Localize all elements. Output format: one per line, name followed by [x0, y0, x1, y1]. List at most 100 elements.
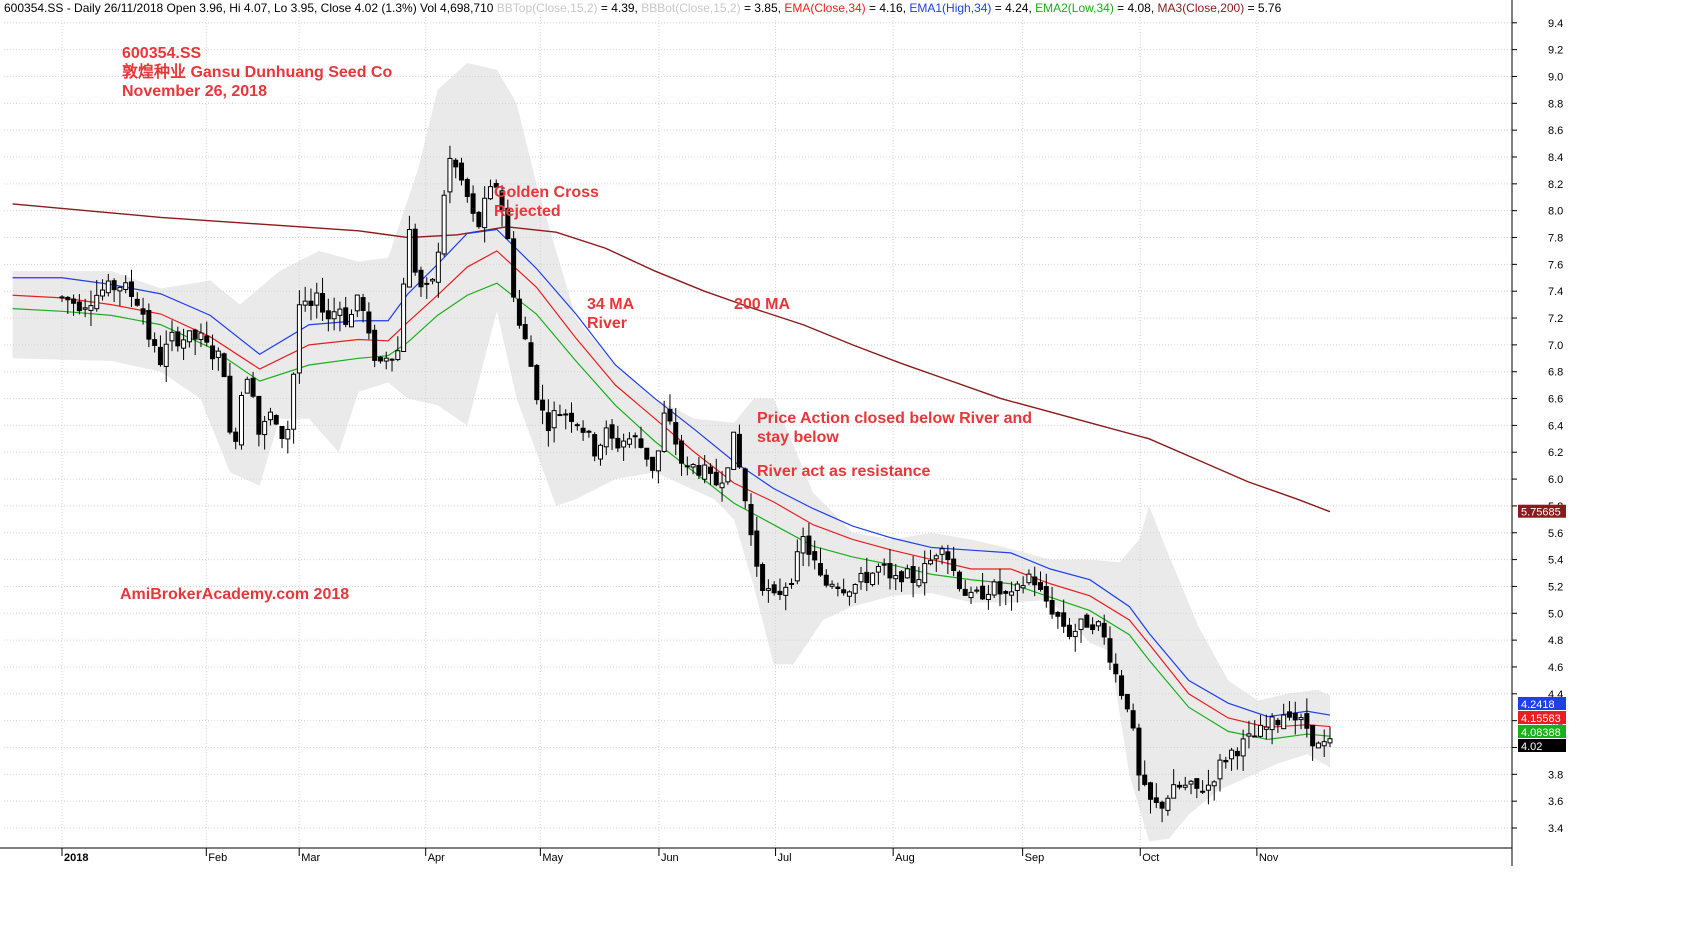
candle-body	[574, 424, 580, 427]
candle-body	[401, 283, 407, 352]
candle-body	[464, 179, 470, 197]
ticker-label: 600354.SS	[122, 45, 202, 62]
candle-body	[580, 427, 586, 433]
candle-body	[817, 563, 823, 576]
candle-body	[105, 280, 111, 294]
candle-body	[314, 292, 320, 306]
candle-body	[870, 572, 876, 586]
candle-body	[846, 591, 852, 597]
x-tick-label: Sep	[1025, 852, 1045, 864]
y-tick-label: 8.6	[1548, 125, 1563, 137]
candle-body	[1292, 712, 1298, 721]
candle-body	[1327, 738, 1333, 744]
candle-body	[1136, 727, 1142, 776]
candle-body	[487, 186, 493, 200]
candle-body	[742, 468, 748, 502]
candle-body	[609, 424, 615, 439]
header-ema1-value: = 4.24,	[991, 1, 1036, 15]
candle-body	[615, 437, 621, 449]
candle-body	[748, 504, 754, 536]
candle-body	[1148, 782, 1154, 800]
ma34-line1: 34 MA	[587, 296, 635, 313]
candle-body	[852, 584, 858, 594]
candle-body	[1171, 784, 1177, 799]
candle-body	[152, 339, 158, 346]
candle-body	[644, 447, 650, 460]
candle-body	[794, 551, 800, 582]
indicator-lines	[12, 203, 1331, 741]
series-line	[12, 282, 1331, 741]
candle-body	[916, 579, 922, 587]
y-tick-label: 7.6	[1548, 259, 1563, 271]
candle-body	[1101, 622, 1107, 638]
y-tick-label: 6.0	[1548, 474, 1563, 486]
candle-body	[1153, 797, 1159, 803]
y-tick-label: 3.4	[1548, 823, 1563, 835]
y-tick-label: 6.8	[1548, 367, 1563, 379]
ema-high-price-tag	[1518, 697, 1566, 710]
candle-body	[690, 464, 696, 468]
candle-body	[273, 415, 279, 425]
candle-body	[563, 413, 569, 416]
bollinger-band	[12, 63, 1330, 842]
candle-body	[1072, 630, 1078, 638]
candle-body	[985, 593, 991, 601]
candle-body	[1229, 749, 1235, 760]
candle-body	[841, 589, 847, 594]
candle-body	[754, 530, 760, 567]
candle-body	[343, 307, 349, 325]
candle-body	[250, 377, 256, 397]
candle-body	[545, 412, 551, 432]
candle-body	[962, 588, 968, 596]
candle-body	[1252, 735, 1258, 738]
x-tick-label: Aug	[895, 852, 915, 864]
candle-body	[592, 434, 598, 457]
header-bbtop: BBTop(Close,15,2)	[496, 1, 598, 15]
y-tick-label: 7.2	[1548, 313, 1563, 325]
candle-body	[702, 464, 708, 480]
series-line	[12, 203, 1331, 513]
candle-body	[858, 572, 864, 583]
header-ema2-value: = 4.08,	[1113, 1, 1158, 15]
candle-body	[655, 450, 661, 472]
candle-body	[325, 310, 331, 320]
watermark-annotation: AmiBrokerAcademy.com 2018	[120, 585, 349, 604]
candle-body	[424, 282, 430, 285]
candle-body	[1014, 583, 1020, 591]
y-tick-label: 5.4	[1548, 555, 1563, 567]
candle-body	[586, 430, 592, 433]
candle-body	[540, 399, 546, 411]
candle-body	[956, 571, 962, 590]
candle-body	[366, 311, 372, 334]
candle-body	[100, 289, 106, 297]
candle-body	[192, 329, 198, 340]
x-tick-label: Mar	[301, 852, 320, 864]
header-main: 600354.SS - Daily 26/11/2018 Open 3.96, …	[4, 1, 494, 15]
candle-body	[1124, 693, 1130, 710]
candle-body	[881, 563, 887, 566]
candle-body	[383, 357, 389, 362]
candle-body	[389, 358, 395, 361]
golden-cross-line2: Rejected	[494, 203, 561, 220]
close-price-tag-label: 4.02	[1521, 741, 1542, 753]
y-tick-label: 5.2	[1548, 581, 1563, 593]
candle-body	[82, 307, 88, 310]
candle-body	[406, 229, 412, 288]
candle-body	[65, 296, 71, 301]
y-tick-label: 5.6	[1548, 528, 1563, 540]
candle-body	[320, 292, 326, 313]
candle-body	[372, 329, 378, 361]
candle-body	[244, 378, 250, 394]
candle-body	[210, 345, 216, 360]
candle-body	[285, 428, 291, 440]
candle-body	[638, 438, 644, 448]
header-ma3: MA3(Close,200)	[1157, 1, 1245, 15]
candle-body	[945, 551, 951, 561]
candle-body	[1223, 759, 1229, 763]
y-tick-label: 8.8	[1548, 98, 1563, 110]
company-label: 敦煌种业 Gansu Dunhuang Seed Co	[122, 64, 393, 81]
price-action-line2: stay below	[757, 429, 839, 446]
candle-body	[1049, 599, 1055, 615]
candle-body	[904, 568, 910, 579]
candle-body	[482, 197, 488, 229]
